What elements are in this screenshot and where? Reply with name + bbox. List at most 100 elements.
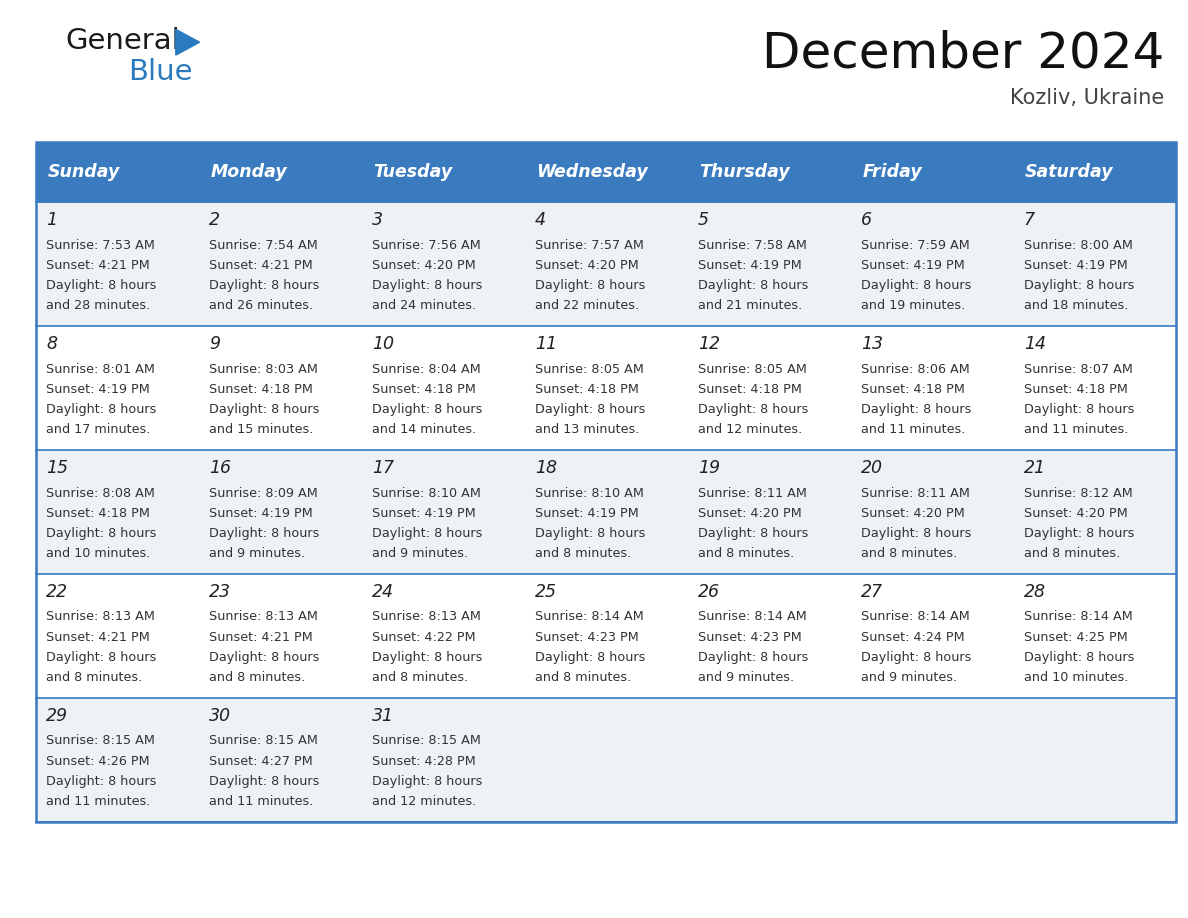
Text: 12: 12 — [699, 335, 720, 353]
Bar — [688, 574, 851, 698]
Text: and 9 minutes.: and 9 minutes. — [209, 547, 305, 560]
Text: Sunday: Sunday — [48, 163, 120, 181]
Text: Sunrise: 8:15 AM: Sunrise: 8:15 AM — [46, 734, 156, 747]
Text: 11: 11 — [535, 335, 557, 353]
Text: December 2024: December 2024 — [762, 29, 1164, 77]
Text: Daylight: 8 hours: Daylight: 8 hours — [372, 651, 482, 664]
Text: Saturday: Saturday — [1025, 163, 1113, 181]
Text: and 19 minutes.: and 19 minutes. — [861, 299, 965, 312]
Text: Daylight: 8 hours: Daylight: 8 hours — [699, 527, 808, 540]
Text: Sunrise: 8:13 AM: Sunrise: 8:13 AM — [209, 610, 318, 623]
Text: Sunset: 4:20 PM: Sunset: 4:20 PM — [699, 507, 802, 520]
Text: Sunset: 4:23 PM: Sunset: 4:23 PM — [699, 631, 802, 644]
Text: Sunset: 4:19 PM: Sunset: 4:19 PM — [699, 259, 802, 272]
Text: Monday: Monday — [210, 163, 287, 181]
Text: Sunset: 4:18 PM: Sunset: 4:18 PM — [46, 507, 150, 520]
Text: Sunset: 4:20 PM: Sunset: 4:20 PM — [535, 259, 639, 272]
Text: Sunrise: 8:13 AM: Sunrise: 8:13 AM — [372, 610, 481, 623]
Text: Daylight: 8 hours: Daylight: 8 hours — [1024, 651, 1135, 664]
Text: and 10 minutes.: and 10 minutes. — [1024, 671, 1129, 684]
Text: and 8 minutes.: and 8 minutes. — [1024, 547, 1120, 560]
Text: and 8 minutes.: and 8 minutes. — [209, 671, 305, 684]
Text: 25: 25 — [535, 583, 557, 601]
Bar — [36, 142, 1176, 822]
Bar — [524, 202, 688, 326]
Text: and 26 minutes.: and 26 minutes. — [209, 299, 314, 312]
Text: Daylight: 8 hours: Daylight: 8 hours — [46, 651, 157, 664]
Text: and 24 minutes.: and 24 minutes. — [372, 299, 476, 312]
Bar — [851, 450, 1013, 574]
Text: Sunrise: 8:10 AM: Sunrise: 8:10 AM — [535, 487, 644, 499]
Text: and 8 minutes.: and 8 minutes. — [535, 671, 631, 684]
Text: 24: 24 — [372, 583, 394, 601]
Text: Sunset: 4:20 PM: Sunset: 4:20 PM — [1024, 507, 1127, 520]
Text: Daylight: 8 hours: Daylight: 8 hours — [699, 651, 808, 664]
Text: 29: 29 — [46, 707, 69, 725]
Text: Sunset: 4:21 PM: Sunset: 4:21 PM — [209, 631, 312, 644]
Text: and 11 minutes.: and 11 minutes. — [861, 423, 966, 436]
Text: 7: 7 — [1024, 211, 1035, 230]
Text: and 15 minutes.: and 15 minutes. — [209, 423, 314, 436]
Text: Sunrise: 8:11 AM: Sunrise: 8:11 AM — [861, 487, 969, 499]
Text: Sunset: 4:20 PM: Sunset: 4:20 PM — [372, 259, 476, 272]
Text: Sunset: 4:19 PM: Sunset: 4:19 PM — [209, 507, 312, 520]
Text: and 8 minutes.: and 8 minutes. — [699, 547, 795, 560]
Text: Sunset: 4:19 PM: Sunset: 4:19 PM — [861, 259, 965, 272]
Text: Sunset: 4:22 PM: Sunset: 4:22 PM — [372, 631, 476, 644]
Text: and 13 minutes.: and 13 minutes. — [535, 423, 639, 436]
Text: Sunrise: 8:14 AM: Sunrise: 8:14 AM — [861, 610, 969, 623]
Text: Daylight: 8 hours: Daylight: 8 hours — [209, 527, 320, 540]
Bar — [36, 202, 198, 326]
Text: Sunrise: 8:04 AM: Sunrise: 8:04 AM — [372, 363, 481, 375]
Text: Kozliv, Ukraine: Kozliv, Ukraine — [1010, 88, 1164, 108]
Text: Daylight: 8 hours: Daylight: 8 hours — [535, 527, 645, 540]
Text: Sunrise: 8:05 AM: Sunrise: 8:05 AM — [535, 363, 644, 375]
Text: Sunrise: 8:15 AM: Sunrise: 8:15 AM — [372, 734, 481, 747]
Text: Sunset: 4:18 PM: Sunset: 4:18 PM — [699, 383, 802, 396]
Text: and 9 minutes.: and 9 minutes. — [861, 671, 958, 684]
Text: 26: 26 — [699, 583, 720, 601]
Text: 15: 15 — [46, 459, 69, 477]
Text: 10: 10 — [372, 335, 394, 353]
Text: Sunset: 4:18 PM: Sunset: 4:18 PM — [209, 383, 314, 396]
Bar — [36, 142, 198, 202]
Text: 1: 1 — [46, 211, 57, 230]
Bar — [1013, 574, 1176, 698]
Text: Sunrise: 8:10 AM: Sunrise: 8:10 AM — [372, 487, 481, 499]
Bar — [198, 450, 361, 574]
Text: Wednesday: Wednesday — [536, 163, 649, 181]
Text: Sunset: 4:21 PM: Sunset: 4:21 PM — [46, 259, 150, 272]
Text: Daylight: 8 hours: Daylight: 8 hours — [46, 279, 157, 292]
Text: Sunset: 4:26 PM: Sunset: 4:26 PM — [46, 755, 150, 767]
Text: Daylight: 8 hours: Daylight: 8 hours — [861, 279, 972, 292]
Text: Sunset: 4:18 PM: Sunset: 4:18 PM — [535, 383, 639, 396]
Text: Daylight: 8 hours: Daylight: 8 hours — [46, 403, 157, 416]
Text: Sunset: 4:23 PM: Sunset: 4:23 PM — [535, 631, 639, 644]
Text: Blue: Blue — [128, 58, 192, 85]
Text: 6: 6 — [861, 211, 872, 230]
Text: Sunset: 4:28 PM: Sunset: 4:28 PM — [372, 755, 476, 767]
Text: Tuesday: Tuesday — [373, 163, 453, 181]
Text: Sunrise: 8:07 AM: Sunrise: 8:07 AM — [1024, 363, 1133, 375]
Text: 18: 18 — [535, 459, 557, 477]
Text: and 8 minutes.: and 8 minutes. — [46, 671, 143, 684]
Text: Daylight: 8 hours: Daylight: 8 hours — [699, 279, 808, 292]
Text: Sunrise: 8:14 AM: Sunrise: 8:14 AM — [1024, 610, 1132, 623]
Text: and 28 minutes.: and 28 minutes. — [46, 299, 151, 312]
Text: Sunrise: 8:12 AM: Sunrise: 8:12 AM — [1024, 487, 1132, 499]
Text: 4: 4 — [535, 211, 546, 230]
Text: Sunset: 4:18 PM: Sunset: 4:18 PM — [372, 383, 476, 396]
Bar — [1013, 202, 1176, 326]
Text: Daylight: 8 hours: Daylight: 8 hours — [46, 527, 157, 540]
Bar — [361, 574, 524, 698]
Text: Friday: Friday — [862, 163, 922, 181]
Text: Sunset: 4:27 PM: Sunset: 4:27 PM — [209, 755, 312, 767]
Bar — [524, 450, 688, 574]
Text: Daylight: 8 hours: Daylight: 8 hours — [372, 403, 482, 416]
Text: Sunset: 4:25 PM: Sunset: 4:25 PM — [1024, 631, 1127, 644]
Bar — [851, 142, 1013, 202]
Text: Sunset: 4:19 PM: Sunset: 4:19 PM — [535, 507, 639, 520]
Text: and 18 minutes.: and 18 minutes. — [1024, 299, 1129, 312]
Bar — [361, 142, 524, 202]
Bar — [36, 698, 198, 822]
